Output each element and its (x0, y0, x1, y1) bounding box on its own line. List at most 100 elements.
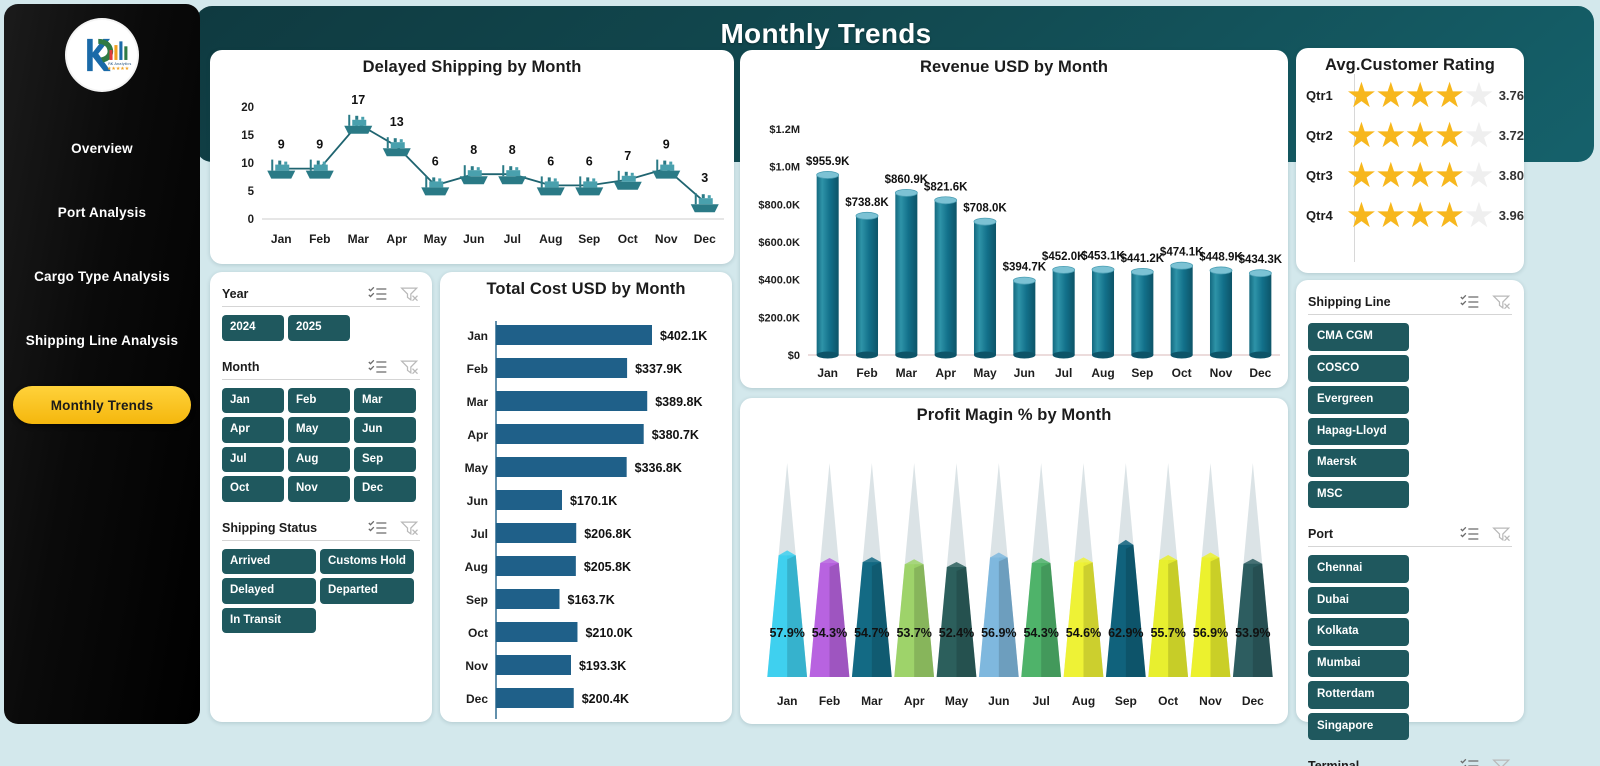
bar[interactable] (496, 688, 574, 708)
month-chip-5[interactable]: Jun (354, 417, 416, 443)
month-chip-4[interactable]: May (288, 417, 350, 443)
bar-cylinder[interactable] (855, 211, 879, 359)
svg-text:0: 0 (248, 214, 254, 226)
status-chip-4[interactable]: In Transit (222, 607, 316, 633)
cone-bar[interactable] (767, 463, 808, 677)
clear-filter-icon[interactable] (1492, 294, 1512, 310)
status-chip-2[interactable]: Delayed (222, 578, 316, 604)
port-chip-5[interactable]: Singapore (1308, 712, 1409, 740)
ship-icon (575, 176, 604, 196)
svg-text:May: May (465, 461, 489, 475)
sidebar-item-overview[interactable]: Overview (4, 116, 200, 180)
sidebar-item-cargo-type-analysis[interactable]: Cargo Type Analysis (4, 244, 200, 308)
svg-text:$860.9K: $860.9K (885, 174, 929, 186)
bar[interactable] (496, 622, 578, 642)
port-chip-4[interactable]: Rotterdam (1308, 681, 1409, 709)
cone-bar[interactable] (851, 463, 892, 677)
port-chip-0[interactable]: Chennai (1308, 555, 1409, 583)
clear-filter-icon[interactable] (400, 286, 420, 302)
bar-cylinder[interactable] (1052, 265, 1076, 359)
ship-icon (305, 159, 334, 179)
bar-cylinder[interactable] (1248, 269, 1272, 359)
bar[interactable] (496, 523, 577, 543)
port-chip-1[interactable]: Dubai (1308, 586, 1409, 614)
bar[interactable] (496, 457, 627, 477)
multi-select-icon[interactable] (368, 359, 388, 375)
ship-icon (652, 159, 681, 179)
port-chip-2[interactable]: Kolkata (1308, 618, 1409, 646)
bar-cylinder[interactable] (1091, 265, 1115, 359)
shipping-line-chip-0[interactable]: CMA CGM (1308, 323, 1409, 351)
sidebar-item-shipping-line-analysis[interactable]: Shipping Line Analysis (4, 308, 200, 372)
bar[interactable] (496, 325, 652, 345)
shipping-line-chip-2[interactable]: Evergreen (1308, 386, 1409, 414)
clear-filter-icon[interactable] (1492, 526, 1512, 542)
clear-filter-icon[interactable] (400, 359, 420, 375)
multi-select-icon[interactable] (1460, 758, 1480, 766)
sidebar-item-port-analysis[interactable]: Port Analysis (4, 180, 200, 244)
year-chip-1[interactable]: 2025 (288, 315, 350, 341)
shipping-line-chip-5[interactable]: MSC (1308, 480, 1409, 508)
bar[interactable] (496, 589, 560, 609)
star-rating: ★ ★ ★ ★ ★ (1346, 75, 1495, 115)
bar[interactable] (496, 655, 571, 675)
bar[interactable] (496, 391, 648, 411)
cone-bar[interactable] (936, 463, 977, 677)
month-chip-2[interactable]: Mar (354, 387, 416, 413)
bar-cylinder[interactable] (1209, 266, 1233, 359)
month-chip-10[interactable]: Nov (288, 476, 350, 502)
bar-cylinder[interactable] (1012, 276, 1036, 359)
cone-bar[interactable] (809, 463, 850, 677)
svg-text:$1.0M: $1.0M (769, 162, 800, 174)
cone-bar[interactable] (1232, 463, 1273, 677)
cone-bar[interactable] (1063, 463, 1104, 677)
bar-cylinder[interactable] (934, 196, 958, 359)
cone-bar[interactable] (1021, 463, 1062, 677)
status-chip-1[interactable]: Customs Hold (320, 548, 414, 574)
total-cost-chart[interactable]: Jan $402.1K Feb $337.9K Mar $389.8K Apr $380.7K… (440, 299, 732, 719)
clear-filter-icon[interactable] (1492, 758, 1512, 766)
star-icon: ★ (1463, 195, 1494, 235)
month-chip-11[interactable]: Dec (354, 476, 416, 502)
month-chip-9[interactable]: Oct (222, 476, 284, 502)
month-chip-6[interactable]: Jul (222, 446, 284, 472)
month-chip-7[interactable]: Aug (288, 446, 350, 472)
bar-cylinder[interactable] (894, 188, 918, 359)
sidebar-item-monthly-trends[interactable]: Monthly Trends (13, 386, 191, 424)
bar-cylinder[interactable] (1170, 261, 1194, 359)
month-chip-0[interactable]: Jan (222, 387, 284, 413)
port-chip-3[interactable]: Mumbai (1308, 649, 1409, 677)
svg-text:$200.4K: $200.4K (582, 692, 629, 706)
cone-bar[interactable] (978, 463, 1019, 677)
bar[interactable] (496, 358, 628, 378)
bar-cylinder[interactable] (816, 171, 840, 359)
year-chip-0[interactable]: 2024 (222, 315, 284, 341)
bar-cylinder[interactable] (973, 217, 997, 359)
shipping-line-chip-4[interactable]: Maersk (1308, 449, 1409, 477)
revenue-chart[interactable]: $0 $200.0K $400.0K $600.0K $800.0K $1.0M $1.2M… (740, 77, 1288, 387)
bar-cylinder[interactable] (1130, 267, 1154, 359)
multi-select-icon[interactable] (368, 520, 388, 536)
bar[interactable] (496, 424, 644, 444)
month-chip-3[interactable]: Apr (222, 417, 284, 443)
status-chip-0[interactable]: Arrived (222, 548, 316, 574)
multi-select-icon[interactable] (1460, 294, 1480, 310)
star-icon: ★ (1433, 195, 1465, 235)
cone-bar[interactable] (1148, 463, 1189, 677)
delayed-shipping-chart[interactable]: 0 5 10 15 20 9 Jan 9 Feb 17 Mar 13 Apr 6 May 8 Jun 8 Jul 6 A… (210, 77, 734, 259)
clear-filter-icon[interactable] (400, 520, 420, 536)
multi-select-icon[interactable] (1460, 526, 1480, 542)
shipping-line-chip-3[interactable]: Hapag-Lloyd (1308, 417, 1409, 445)
month-chip-8[interactable]: Sep (354, 446, 416, 472)
status-chip-3[interactable]: Departed (320, 578, 414, 604)
star-icon: ★ (1345, 115, 1377, 155)
shipping-line-chip-1[interactable]: COSCO (1308, 354, 1409, 382)
cone-bar[interactable] (1190, 463, 1231, 677)
multi-select-icon[interactable] (368, 286, 388, 302)
profit-margin-chart[interactable]: 57.9% Jan 54.3% Feb 54.7% Mar 53.7% Apr 52.4% May… (740, 425, 1288, 721)
bar[interactable] (496, 556, 576, 576)
cone-bar[interactable] (1105, 463, 1146, 677)
month-chip-1[interactable]: Feb (288, 387, 350, 413)
bar[interactable] (496, 490, 562, 510)
cone-bar[interactable] (894, 463, 935, 677)
